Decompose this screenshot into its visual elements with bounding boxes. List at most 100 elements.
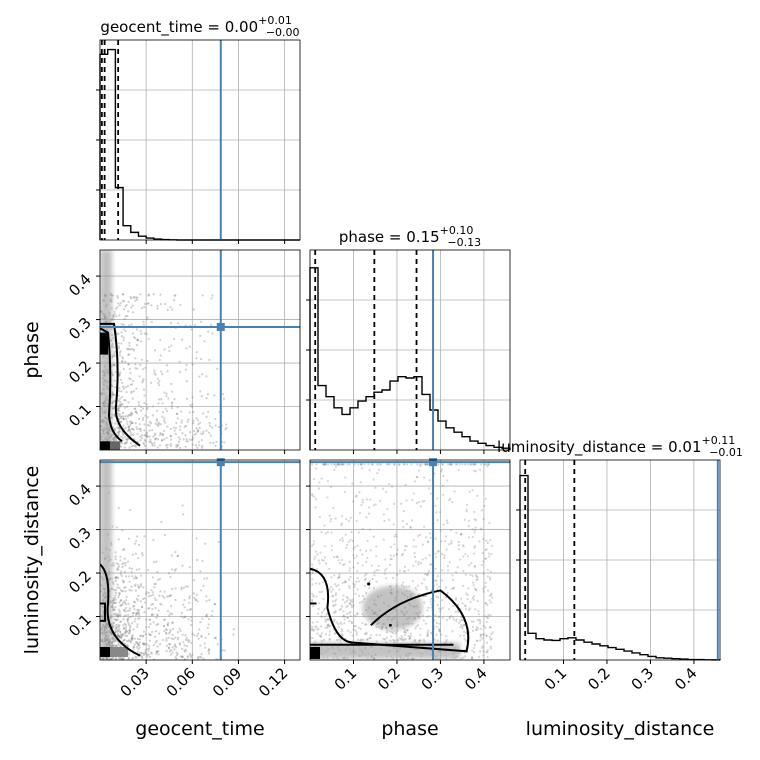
- scatter-point: [135, 612, 138, 615]
- scatter-point: [364, 578, 367, 581]
- scatter-point: [474, 528, 477, 532]
- scatter-point: [376, 463, 379, 466]
- scatter-point: [343, 563, 346, 566]
- scatter-point: [137, 609, 140, 613]
- scatter-point: [313, 557, 316, 561]
- scatter-point: [129, 412, 133, 415]
- scatter-point: [213, 603, 216, 606]
- scatter-point: [152, 613, 155, 616]
- scatter-point: [465, 631, 468, 635]
- scatter-point: [149, 438, 152, 442]
- scatter-point: [141, 437, 144, 440]
- scatter-point: [141, 418, 145, 422]
- scatter-point: [170, 402, 173, 405]
- scatter-point: [323, 463, 326, 466]
- scatter-point: [198, 628, 201, 631]
- scatter-point: [430, 597, 433, 601]
- scatter-point: [122, 293, 125, 296]
- scatter-point: [112, 337, 115, 340]
- scatter-point: [176, 555, 179, 558]
- x-tick-label: 0.3: [418, 664, 448, 694]
- scatter-point: [338, 463, 341, 466]
- scatter-point: [145, 591, 148, 594]
- scatter-point: [162, 624, 166, 628]
- scatter-point: [316, 553, 319, 556]
- scatter-point: [162, 638, 165, 642]
- scatter-point: [341, 615, 344, 618]
- scatter-point: [408, 638, 411, 641]
- scatter-point: [455, 531, 458, 534]
- scatter-point: [206, 626, 209, 629]
- scatter-point: [413, 555, 417, 559]
- scatter-point: [184, 445, 187, 448]
- scatter-point: [455, 618, 458, 621]
- scatter-point: [468, 490, 471, 493]
- scatter-point: [323, 615, 327, 618]
- scatter-point: [123, 435, 127, 439]
- scatter-point: [411, 580, 414, 583]
- scatter-point: [136, 584, 140, 587]
- scatter-point: [350, 621, 354, 625]
- scatter-point: [129, 442, 133, 445]
- scatter-point: [115, 526, 118, 529]
- scatter-point: [136, 412, 139, 415]
- scatter-point: [353, 585, 356, 589]
- scatter-point: [134, 539, 138, 543]
- scatter-point: [139, 600, 142, 603]
- scatter-point: [122, 424, 125, 427]
- scatter-point: [143, 597, 146, 600]
- scatter-point: [172, 337, 176, 341]
- scatter-point: [117, 506, 120, 510]
- scatter-point: [474, 608, 477, 611]
- scatter-point: [436, 596, 440, 599]
- scatter-point: [145, 643, 148, 646]
- scatter-point: [153, 561, 156, 564]
- scatter-point: [208, 598, 211, 602]
- scatter-point: [142, 653, 145, 657]
- scatter-point: [452, 616, 455, 619]
- scatter-point: [168, 349, 171, 352]
- quantile-lines: [314, 250, 418, 450]
- scatter-point: [208, 424, 212, 427]
- scatter-point: [128, 607, 132, 610]
- scatter-point: [187, 618, 190, 621]
- scatter-point: [170, 438, 173, 441]
- scatter-point: [481, 645, 484, 648]
- scatter-point: [148, 421, 151, 424]
- scatter-point: [311, 578, 314, 581]
- scatter-point: [450, 542, 453, 545]
- scatter-point: [170, 612, 174, 616]
- scatter-point: [188, 345, 191, 348]
- scatter-point: [440, 579, 444, 582]
- scatter-point: [114, 601, 118, 604]
- scatter-point: [117, 634, 120, 638]
- scatter-point: [339, 639, 342, 642]
- scatter-point: [165, 632, 168, 635]
- scatter-point: [121, 639, 125, 643]
- scatter-point: [186, 655, 189, 658]
- scatter-point: [366, 539, 369, 542]
- scatter-point: [479, 620, 482, 623]
- scatter-point: [482, 587, 485, 590]
- scatter-point: [322, 597, 325, 601]
- scatter-point: [143, 652, 146, 655]
- scatter-point: [183, 644, 186, 647]
- scatter-point: [477, 613, 481, 616]
- scatter-point: [185, 437, 188, 441]
- scatter-point: [141, 381, 144, 384]
- scatter-point: [485, 634, 488, 637]
- scatter-point: [410, 463, 413, 466]
- scatter-point: [138, 608, 141, 612]
- scatter-point: [129, 626, 132, 629]
- scatter-point: [141, 407, 145, 410]
- scatter-point: [435, 579, 438, 582]
- scatter-point: [141, 635, 144, 638]
- scatter-point: [136, 427, 139, 431]
- scatter-point: [111, 644, 115, 648]
- scatter-point: [153, 442, 156, 445]
- scatter-point: [318, 481, 321, 484]
- scatter-point: [312, 594, 315, 597]
- scatter-point: [146, 406, 149, 409]
- scatter-point: [135, 641, 138, 644]
- scatter-point: [454, 463, 457, 466]
